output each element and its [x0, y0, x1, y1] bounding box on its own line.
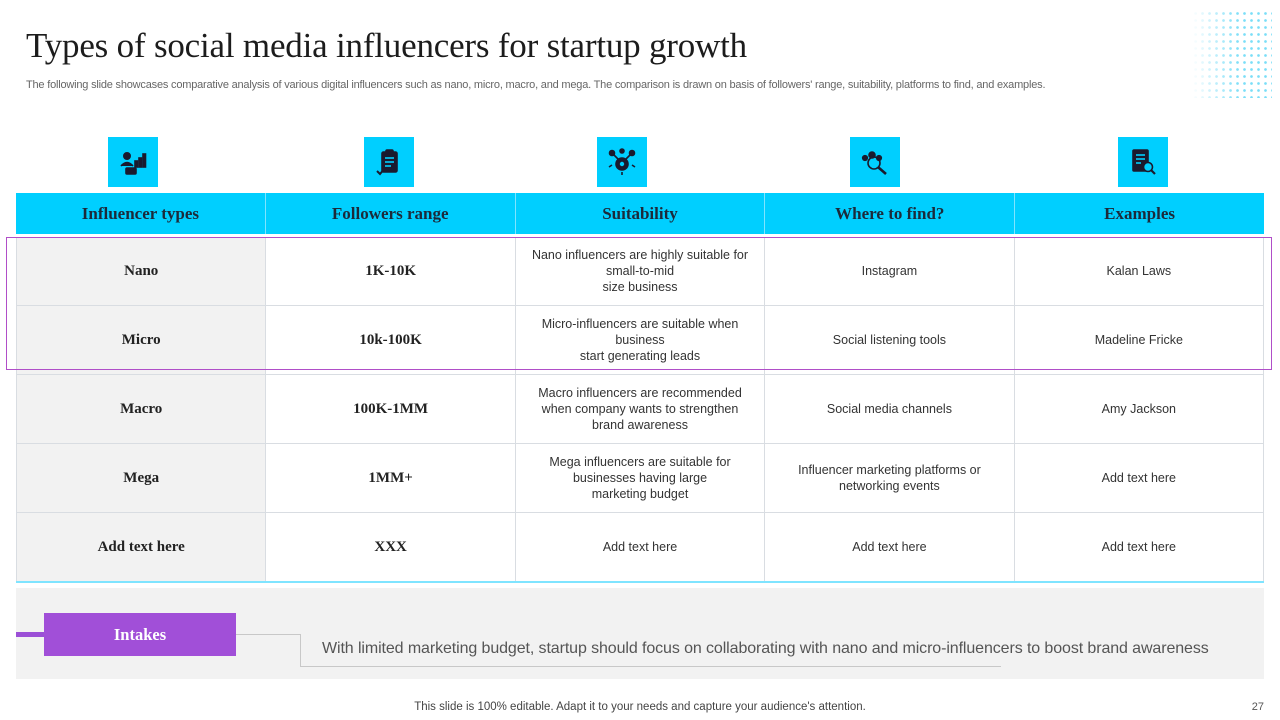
table-row: Add text here XXX Add text here Add text…: [16, 513, 1265, 581]
clipboard-checklist-icon: [364, 137, 414, 187]
intakes-text-frame: [300, 634, 1001, 667]
cell-followers: XXX: [266, 513, 516, 581]
influencer-comparison-table: Influencer types Followers range Suitabi…: [16, 193, 1265, 583]
cell-example: Add text here: [1015, 513, 1265, 581]
cell-type: Micro: [16, 306, 267, 374]
page-subtitle: The following slide showcases comparativ…: [26, 79, 1046, 91]
cell-example: Madeline Fricke: [1015, 306, 1265, 374]
gear-network-icon: [597, 137, 647, 187]
header-suitability: Suitability: [516, 193, 766, 234]
table-row: Nano 1K-10K Nano influencers are highly …: [16, 237, 1265, 306]
cell-followers: 1MM+: [266, 444, 516, 512]
cell-where: Influencer marketing platforms or networ…: [765, 444, 1015, 512]
cell-suitability: Mega influencers are suitable for busine…: [516, 444, 766, 512]
intakes-label: Intakes: [44, 613, 236, 656]
cell-where: Social listening tools: [765, 306, 1015, 374]
header-where-to-find: Where to find?: [765, 193, 1016, 234]
cell-followers: 1K-10K: [266, 237, 516, 305]
table-row: Macro 100K-1MM Macro influencers are rec…: [16, 375, 1265, 444]
cell-suitability: Macro influencers are recommended when c…: [516, 375, 766, 443]
header-followers-range: Followers range: [266, 193, 516, 234]
page-title: Types of social media influencers for st…: [26, 26, 747, 65]
intakes-accent-line: [16, 632, 46, 637]
cell-type: Macro: [16, 375, 267, 443]
table-row: Micro 10k-100K Micro-influencers are sui…: [16, 306, 1265, 375]
cell-type: Add text here: [16, 513, 267, 581]
decorative-dot-pattern: [1192, 10, 1272, 98]
cell-example: Add text here: [1015, 444, 1265, 512]
cell-example: Amy Jackson: [1015, 375, 1265, 443]
footer-note: This slide is 100% editable. Adapt it to…: [414, 701, 866, 713]
header-influencer-types: Influencer types: [16, 193, 266, 234]
cell-suitability: Add text here: [516, 513, 766, 581]
cell-suitability: Nano influencers are highly suitable for…: [516, 237, 766, 305]
cell-type: Nano: [16, 237, 267, 305]
cell-type: Mega: [16, 444, 267, 512]
intakes-connector: [236, 634, 300, 635]
cell-followers: 10k-100K: [266, 306, 516, 374]
table-header-row: Influencer types Followers range Suitabi…: [16, 193, 1264, 234]
intakes-text: With limited marketing budget, startup s…: [322, 640, 1209, 657]
cell-where: Social media channels: [765, 375, 1015, 443]
cell-example: Kalan Laws: [1015, 237, 1265, 305]
document-search-icon: [1118, 137, 1168, 187]
cell-suitability: Micro-influencers are suitable when busi…: [516, 306, 766, 374]
cell-where: Instagram: [765, 237, 1015, 305]
influencer-stats-icon: [108, 137, 158, 187]
table-body: Nano 1K-10K Nano influencers are highly …: [16, 237, 1265, 583]
page-number: 27: [1251, 701, 1264, 713]
table-row: Mega 1MM+ Mega influencers are suitable …: [16, 444, 1265, 513]
cell-followers: 100K-1MM: [266, 375, 516, 443]
header-examples: Examples: [1104, 203, 1175, 223]
group-search-icon: [850, 137, 900, 187]
cell-where: Add text here: [765, 513, 1015, 581]
